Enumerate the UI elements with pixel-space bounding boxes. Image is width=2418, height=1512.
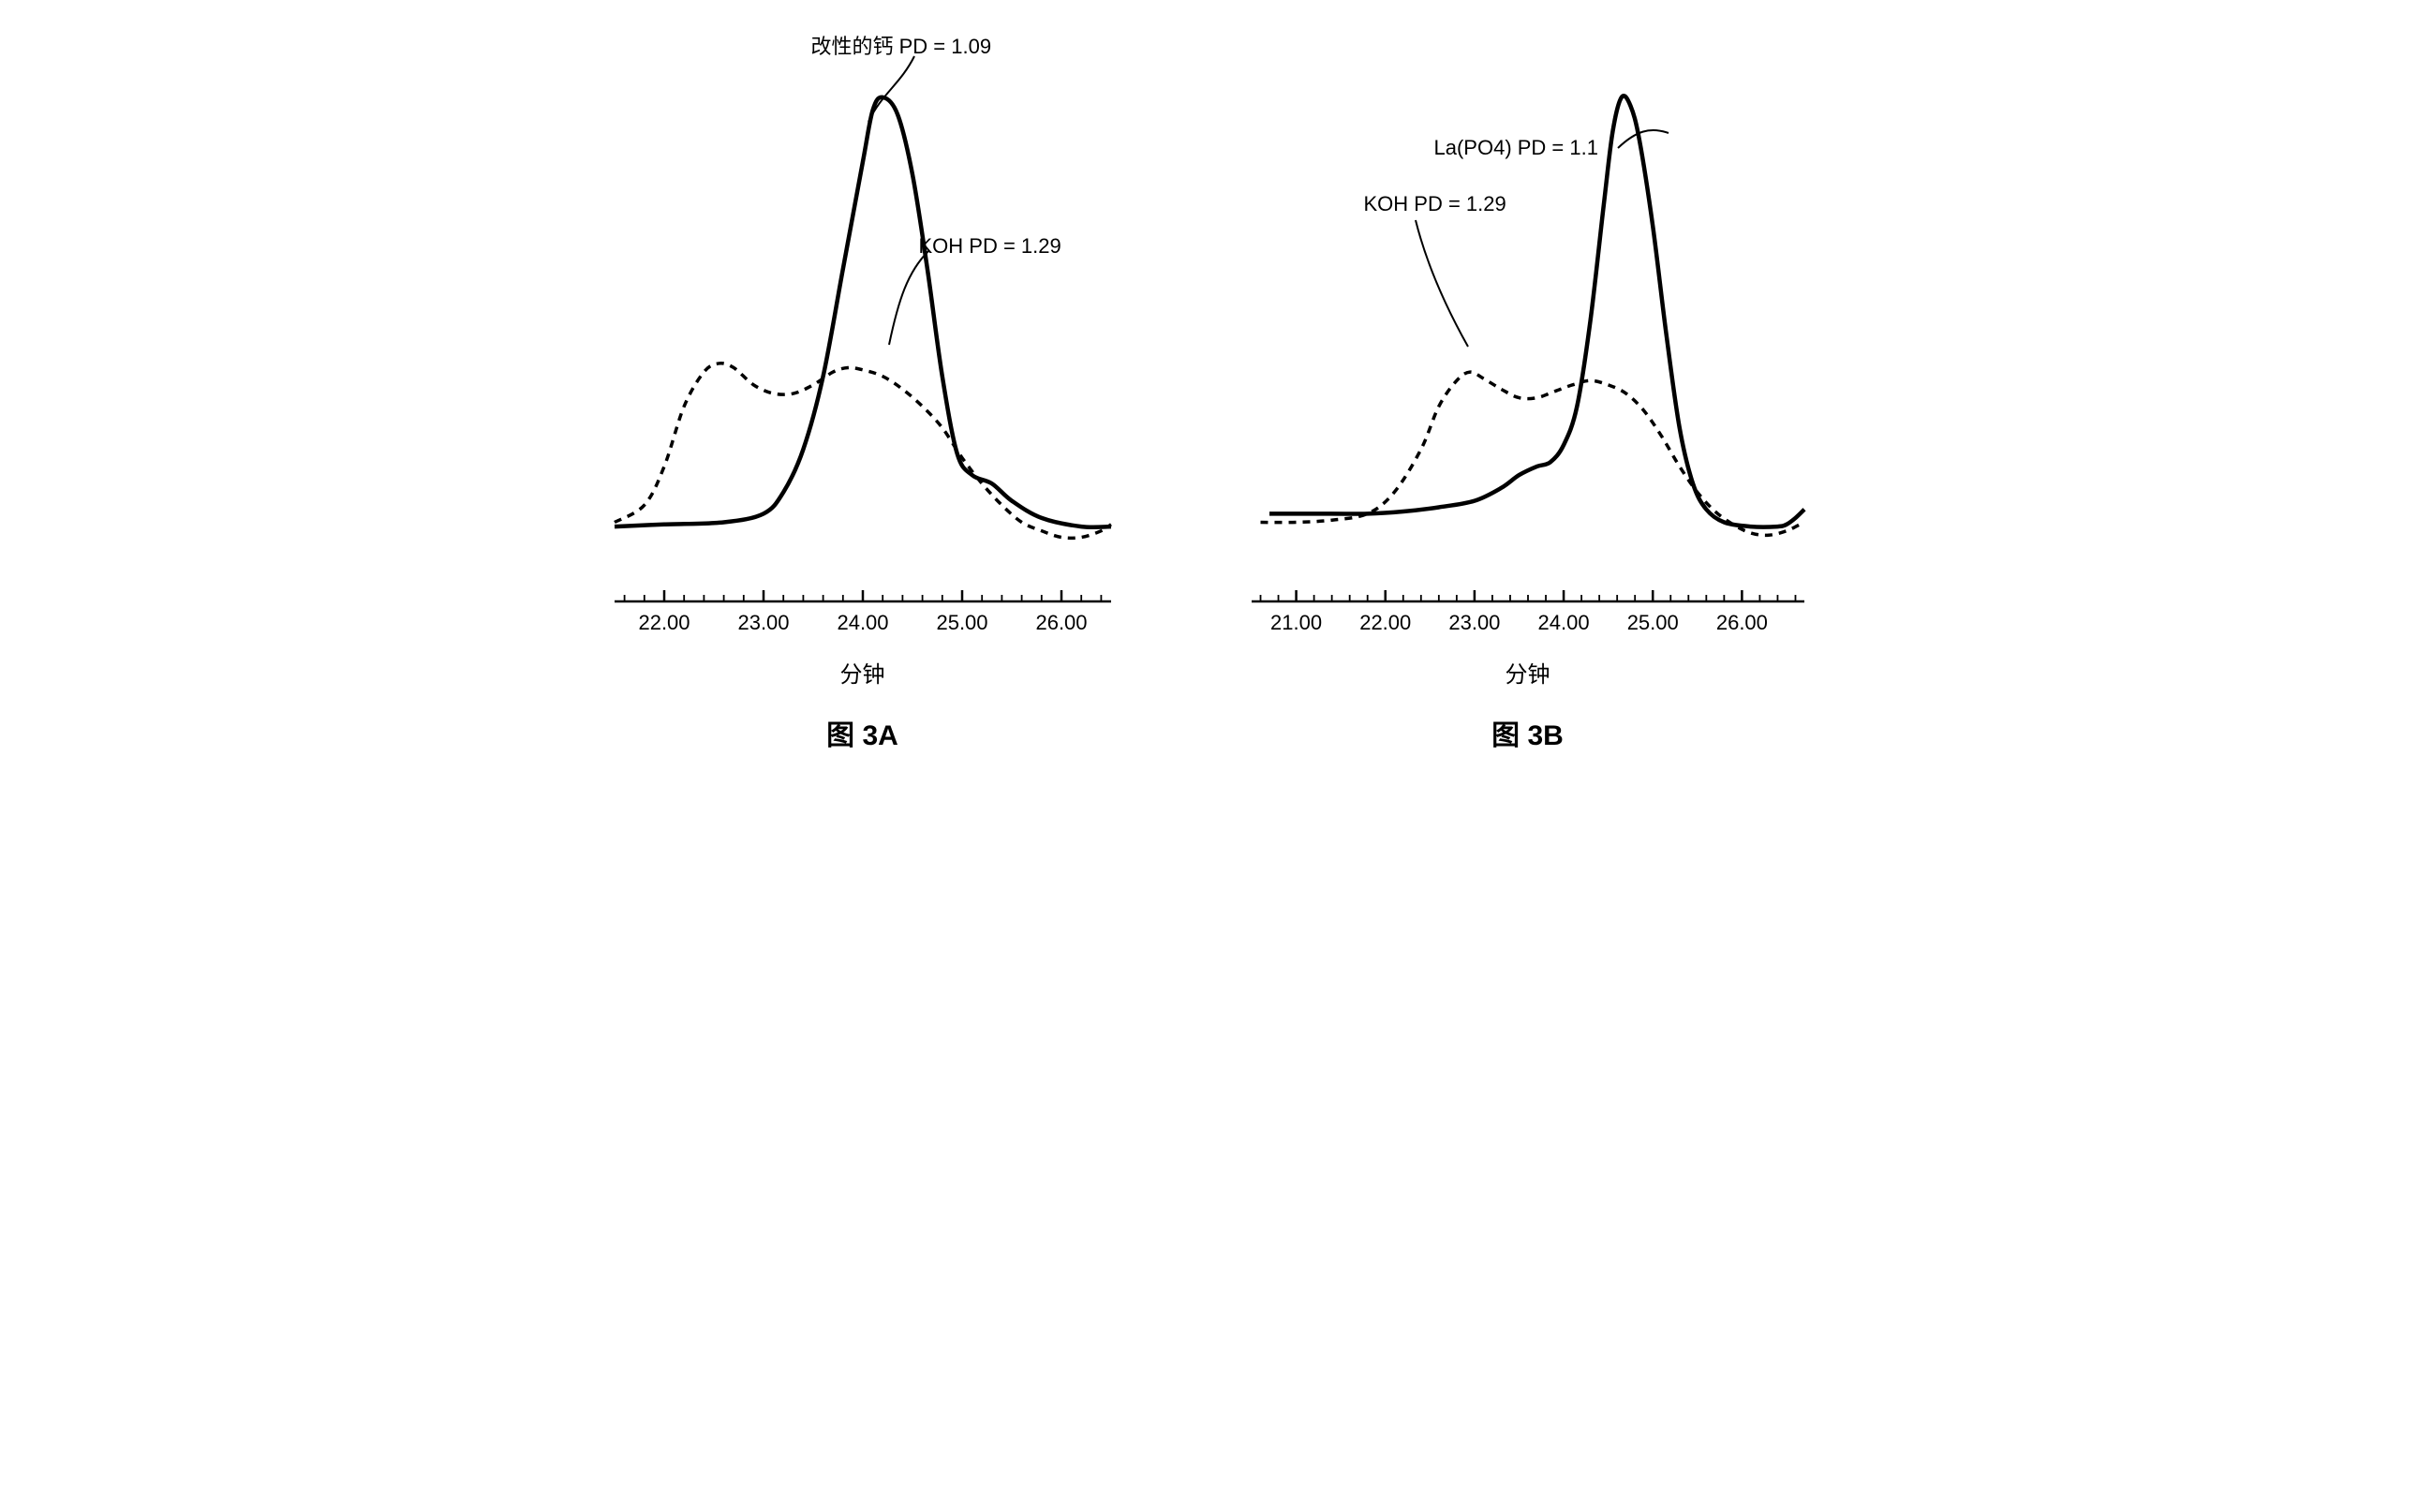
tick-label: 25.00 <box>936 611 987 634</box>
chart-annotation: KOH PD = 1.29 <box>1364 192 1506 216</box>
tick-label: 26.00 <box>1715 611 1767 634</box>
chart-b-svg <box>1238 37 1818 562</box>
chart-annotation: 改性的钙 PD = 1.09 <box>811 30 992 60</box>
axis-b-svg: 21.00 22.00 23.00 24.00 25.00 26.00 <box>1238 590 1818 646</box>
leader-line <box>868 56 914 122</box>
axis-group-a: 22.00 23.00 24.00 25.00 26.00 分钟 <box>601 590 1125 689</box>
axis-group-b: 21.00 22.00 23.00 24.00 25.00 26.00 分钟 <box>1238 590 1818 689</box>
tick-label: 26.00 <box>1035 611 1087 634</box>
plot-area-a: 改性的钙 PD = 1.09KOH PD = 1.29 <box>601 37 1125 562</box>
chart-annotation: La(PO4) PD = 1.1 <box>1434 136 1598 160</box>
tick-label: 21.00 <box>1270 611 1322 634</box>
chart-a-svg <box>601 37 1125 562</box>
axis-title-b: 分钟 <box>1238 656 1818 689</box>
figure-label-a: 图 3A <box>601 712 1125 753</box>
tick-label: 22.00 <box>1359 611 1411 634</box>
tick-label: 22.00 <box>638 611 690 634</box>
leader-line <box>1618 130 1669 148</box>
tick-label: 23.00 <box>737 611 789 634</box>
tick-label: 23.00 <box>1448 611 1500 634</box>
leader-line <box>889 251 928 345</box>
tick-label: 24.00 <box>837 611 888 634</box>
series-modified-calcium <box>615 97 1111 527</box>
series-koh <box>615 363 1111 539</box>
chart-panel-a: 改性的钙 PD = 1.09KOH PD = 1.29 22.00 23.00 24… <box>601 37 1125 753</box>
tick-label: 24.00 <box>1537 611 1589 634</box>
figure-label-b: 图 3B <box>1238 712 1818 753</box>
series-koh <box>1260 372 1800 535</box>
plot-area-b: La(PO4) PD = 1.1 KOH PD = 1.29 <box>1238 37 1818 562</box>
axis-a-svg: 22.00 23.00 24.00 25.00 26.00 <box>601 590 1125 646</box>
axis-title-a: 分钟 <box>601 656 1125 689</box>
chart-annotation: KOH PD = 1.29 <box>919 234 1061 259</box>
tick-label: 25.00 <box>1626 611 1678 634</box>
chart-panel-b: La(PO4) PD = 1.1 KOH PD = 1.29 21.00 22.00… <box>1238 37 1818 753</box>
series-lapo4 <box>1269 96 1804 526</box>
leader-line <box>1416 220 1468 347</box>
